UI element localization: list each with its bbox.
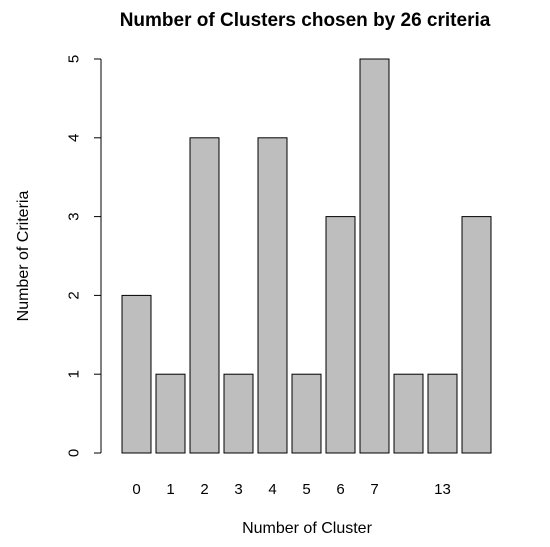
bar-10 <box>393 373 424 454</box>
bar-4 <box>257 137 288 454</box>
x-tick-label-7: 7 <box>370 481 378 498</box>
y-tick-label-0: 0 <box>65 449 82 457</box>
x-tick-label-5: 5 <box>302 481 310 498</box>
x-tick-label-0: 0 <box>132 481 140 498</box>
y-tick-label-1: 1 <box>65 370 82 378</box>
x-tick-label-1: 1 <box>166 481 174 498</box>
y-tick-label-4: 4 <box>65 134 82 142</box>
y-axis-ticks: 0 1 2 3 4 5 <box>65 55 101 457</box>
bar-13 <box>427 373 458 454</box>
y-tick-label-3: 3 <box>65 212 82 220</box>
bar-5 <box>291 373 322 454</box>
bar-3 <box>223 373 254 454</box>
x-tick-label-6: 6 <box>336 481 344 498</box>
bar-0 <box>121 294 152 454</box>
y-tick-label-2: 2 <box>65 291 82 299</box>
x-tick-label-13: 13 <box>434 481 451 498</box>
x-axis-tick-labels: 0 1 2 3 4 5 6 7 13 <box>132 481 451 498</box>
bar-2 <box>189 137 220 454</box>
y-axis-label: Number of Criteria <box>15 191 32 322</box>
bars-group <box>121 58 492 454</box>
bar-7 <box>359 58 390 454</box>
bar-6 <box>325 216 356 454</box>
bar-15 <box>461 216 492 454</box>
x-tick-label-2: 2 <box>200 481 208 498</box>
x-axis-label: Number of Cluster <box>242 520 372 537</box>
y-tick-label-5: 5 <box>65 55 82 63</box>
x-tick-label-4: 4 <box>268 481 276 498</box>
chart-title: Number of Clusters chosen by 26 criteria <box>120 10 491 31</box>
bar-1 <box>155 373 186 454</box>
x-tick-label-3: 3 <box>234 481 242 498</box>
